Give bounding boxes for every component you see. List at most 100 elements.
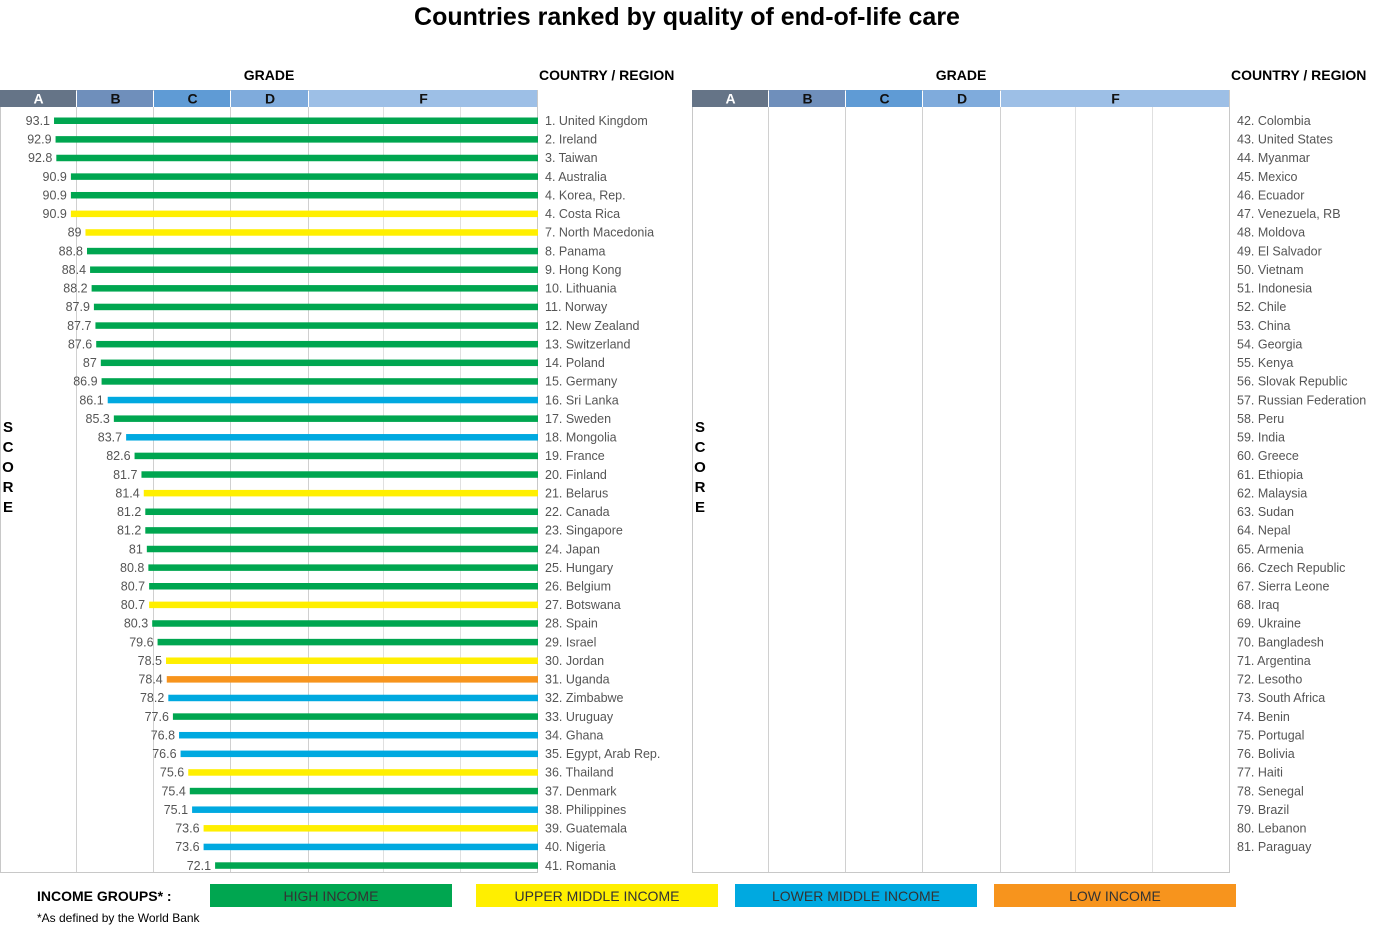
score-axis-letter: C [695,439,706,456]
score-value-label: 87.7 [67,319,91,333]
country-label: 52. Chile [1237,300,1286,314]
panel-frame [692,90,1230,873]
score-value-label: 80.3 [124,617,148,631]
score-value-label: 88.4 [62,263,86,277]
grade-letter: D [265,91,275,107]
score-value-label: 76.6 [152,747,176,761]
score-value-label: 72.1 [187,859,211,873]
score-value-label: 86.1 [79,393,103,407]
score-value-label: 78.2 [140,691,164,705]
score-bar [141,471,538,478]
country-label: 26. Belgium [545,580,611,594]
score-axis-letter: E [3,499,13,516]
country-label: 4. Costa Rica [545,207,620,221]
score-value-label: 75.6 [160,766,184,780]
score-bar [188,769,539,776]
score-value-label: 80.7 [121,580,145,594]
country-label: 66. Czech Republic [1237,561,1345,575]
country-label: 48. Moldova [1237,226,1305,240]
score-value-label: 92.9 [27,133,51,147]
country-label: 34. Ghana [545,728,603,742]
country-label: 25. Hungary [545,561,614,575]
country-label: 69. Ukraine [1237,617,1301,631]
score-value-label: 82.6 [106,449,130,463]
country-label: 4. Australia [545,170,607,184]
score-bar [179,731,538,739]
score-value-label: 90.9 [43,207,67,221]
score-bar [55,136,538,143]
country-label: 12. New Zealand [545,319,640,333]
country-label: 49. El Salvador [1237,244,1322,258]
grade-letter: B [802,91,812,107]
grade-band-f [309,90,537,107]
grade-band-f [1001,90,1229,107]
country-label: 45. Mexico [1237,170,1297,184]
score-value-label: 89 [68,226,82,240]
score-bar [149,601,539,609]
country-label: 72. Lesotho [1237,673,1302,687]
country-label: 28. Spain [545,617,598,631]
score-value-label: 77.6 [145,710,169,724]
score-value-label: 83.7 [98,431,122,445]
legend-label: UPPER MIDDLE INCOME [515,888,680,904]
country-label: 59. India [1237,431,1285,445]
country-label: 20. Finland [545,468,607,482]
score-value-label: 75.4 [161,784,185,798]
country-label: 24. Japan [545,542,600,556]
country-header: COUNTRY / REGION [1231,67,1366,83]
country-label: 1. United Kingdom [545,114,648,128]
score-bar [100,359,538,367]
score-value-label: 85.3 [86,412,110,426]
score-bar [70,191,538,199]
country-label: 30. Jordan [545,654,604,668]
score-value-label: 92.8 [28,151,52,165]
score-bar [172,713,538,720]
grade-band-a [0,90,76,107]
country-label: 17. Sweden [545,412,611,426]
legend-label: LOWER MIDDLE INCOME [772,888,940,904]
country-label: 32. Zimbabwe [545,691,624,705]
legend-label: HIGH INCOME [284,888,379,904]
legend-swatch [210,884,452,907]
grade-band-a [692,90,768,107]
score-bar [166,657,538,664]
score-bar [180,750,538,758]
country-label: 64. Nepal [1237,524,1291,538]
grade-band-d [231,90,308,107]
score-bar [152,620,538,627]
country-label: 51. Indonesia [1237,282,1312,296]
country-label: 4. Korea, Rep. [545,188,626,202]
grade-letter: C [187,91,197,107]
score-value-label: 73.6 [175,840,199,854]
score-bar [54,117,538,124]
country-label: 81. Paraguay [1237,840,1312,854]
country-label: 75. Portugal [1237,728,1304,742]
country-label: 22. Canada [545,505,610,519]
country-label: 38. Philippines [545,803,626,817]
score-value-label: 79.6 [129,635,153,649]
score-value-label: 87.6 [68,337,92,351]
score-value-label: 81.2 [117,524,141,538]
score-bar [189,787,539,795]
score-axis-letter: C [3,439,14,456]
country-label: 70. Bangladesh [1237,635,1324,649]
score-value-label: 78.5 [138,654,162,668]
country-label: 74. Benin [1237,710,1290,724]
grade-band-b [77,90,153,107]
score-value-label: 81.7 [113,468,137,482]
score-bar [126,434,538,441]
country-label: 65. Armenia [1237,542,1304,556]
country-label: 80. Lebanon [1237,822,1307,836]
country-label: 56. Slovak Republic [1237,375,1347,389]
score-value-label: 80.7 [121,598,145,612]
country-label: 50. Vietnam [1237,263,1303,277]
country-label: 23. Singapore [545,524,623,538]
country-label: 54. Georgia [1237,337,1302,351]
country-label: 60. Greece [1237,449,1299,463]
score-value-label: 75.1 [164,803,188,817]
country-label: 36. Thailand [545,766,614,780]
country-label: 14. Poland [545,356,605,370]
score-axis-letter: S [695,419,705,436]
score-bar [70,173,538,180]
score-bar [168,694,538,702]
